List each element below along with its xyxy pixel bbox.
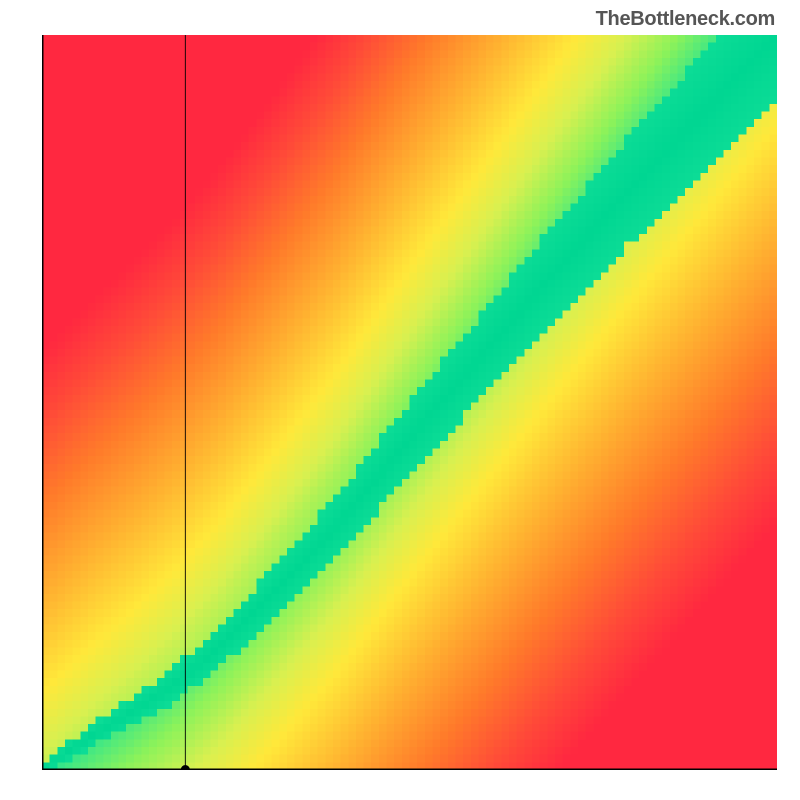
watermark-text: TheBottleneck.com: [596, 8, 775, 31]
heatmap-canvas: [42, 35, 777, 770]
bottleneck-heatmap-chart: [42, 35, 777, 770]
